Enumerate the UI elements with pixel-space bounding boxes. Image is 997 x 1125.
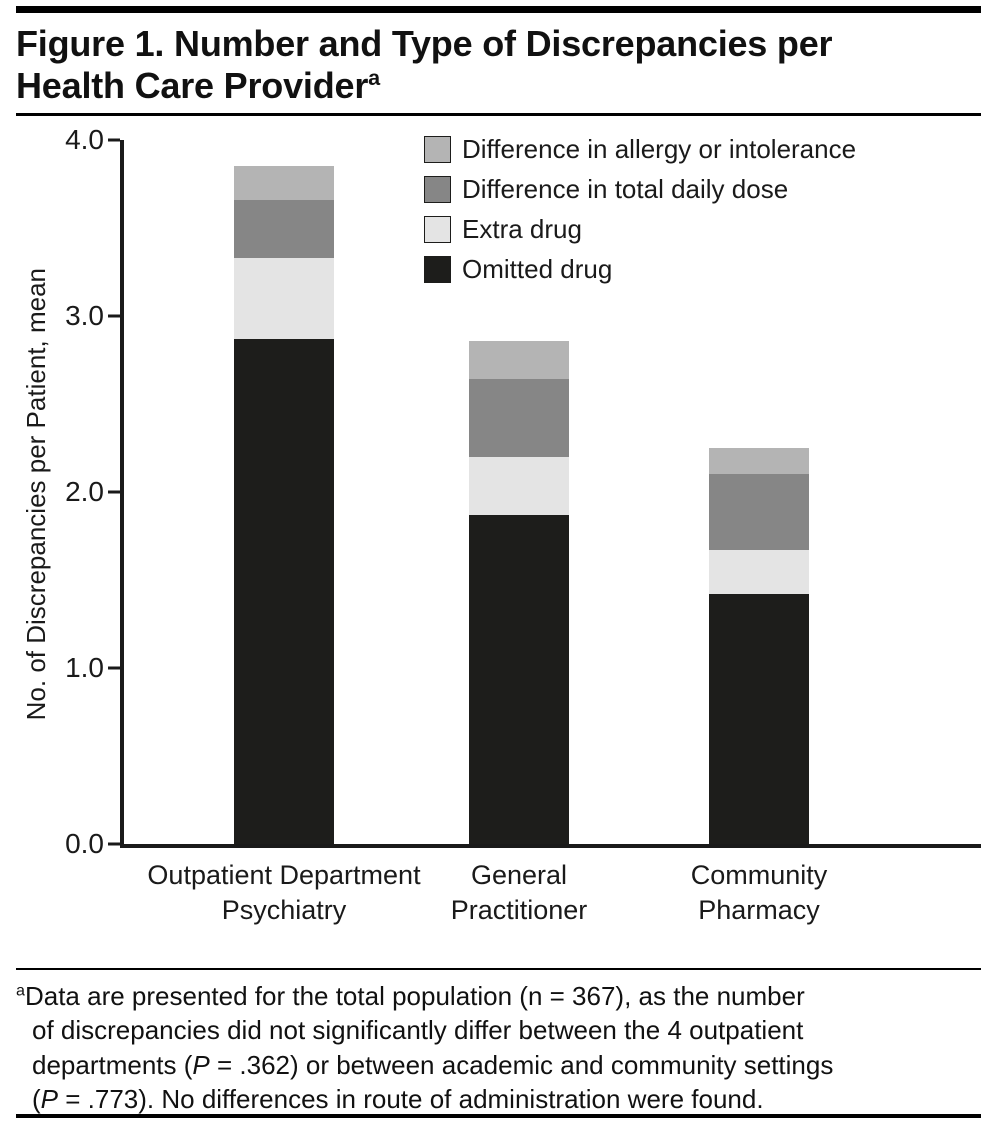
legend-label: Extra drug (462, 213, 582, 244)
footnote-superscript: a (16, 981, 25, 1000)
figure-title: Figure 1. Number and Type of Discrepanci… (16, 23, 981, 108)
bottom-rule (16, 1114, 981, 1118)
plot-area: Difference in allergy or intolerance Diff… (120, 134, 981, 848)
bar-segment (709, 594, 809, 844)
legend-item: Difference in allergy or intolerance (424, 134, 856, 165)
y-tick-label: 0.0 (65, 827, 104, 859)
top-rule (16, 6, 981, 13)
footnote: aData are presented for the total popula… (16, 979, 981, 1116)
bar-segment (469, 379, 569, 457)
chart: No. of Discrepancies per Patient, mean 0… (16, 124, 981, 859)
x-axis-label-line: Psychiatry (221, 895, 347, 926)
legend-item: Omitted drug (424, 254, 856, 285)
legend: Difference in allergy or intolerance Diff… (424, 134, 856, 294)
bar-segment (709, 447, 809, 475)
x-axis-label: Community Pharmacy (589, 858, 929, 928)
title-divider (16, 112, 981, 116)
legend-label: Difference in allergy or intolerance (462, 133, 857, 164)
legend-label: Difference in total daily dose (462, 173, 789, 204)
y-tick-mark (108, 842, 120, 846)
y-tick-mark (108, 666, 120, 670)
bar-3 (709, 447, 809, 844)
bar-segment (234, 257, 334, 339)
title-superscript: a (368, 65, 380, 91)
legend-swatch (424, 135, 451, 163)
y-tick-mark (108, 490, 120, 494)
legend-item: Extra drug (424, 214, 856, 245)
x-axis-label-line: Pharmacy (698, 895, 820, 926)
y-tick-mark (108, 138, 120, 142)
bar-segment (234, 166, 334, 200)
y-tick-label: 2.0 (65, 475, 104, 507)
bar-1 (234, 166, 334, 844)
bar-segment (469, 456, 569, 515)
y-axis-ticks: 0.0 1.0 2.0 3.0 4.0 (56, 124, 120, 859)
footnote-line: of discrepancies did not significantly d… (32, 1015, 804, 1046)
bar-segment (469, 514, 569, 844)
bar-segment (469, 340, 569, 380)
legend-swatch (424, 215, 451, 243)
footnote-line: departments (P = .362) or between academ… (32, 1049, 834, 1080)
legend-swatch (424, 255, 451, 283)
y-tick-mark (108, 314, 120, 318)
figure-title-line: Figure 1. Number and Type of Discrepanci… (16, 23, 833, 64)
legend-label: Omitted drug (462, 253, 613, 284)
y-tick-label: 3.0 (65, 299, 104, 331)
footnote-line: aData are presented for the total popula… (16, 980, 805, 1011)
y-axis-label-column: No. of Discrepancies per Patient, mean (16, 140, 56, 848)
x-axis-label-line: Practitioner (450, 895, 588, 926)
bar-segment (234, 338, 334, 844)
legend-item: Difference in total daily dose (424, 174, 856, 205)
legend-swatch (424, 175, 451, 203)
x-axis-label-line: Outpatient Department (147, 859, 421, 890)
y-tick-label: 4.0 (65, 123, 104, 155)
bar-2 (469, 340, 569, 844)
bar-segment (709, 474, 809, 551)
footnote-divider (16, 967, 981, 970)
y-tick-label: 1.0 (65, 651, 104, 683)
figure-title-line: Health Care Providera (16, 65, 380, 107)
footnote-line: (P = .773). No differences in route of a… (32, 1083, 764, 1114)
y-axis-label: No. of Discrepancies per Patient, mean (20, 267, 51, 721)
bar-segment (709, 550, 809, 595)
x-axis-label-line: General (470, 859, 568, 890)
x-axis-label: Outpatient Department Psychiatry (114, 858, 454, 928)
x-axis-label: General Practitioner (349, 858, 689, 928)
x-axis-labels: Outpatient Department Psychiatry General Pr… (124, 858, 981, 942)
bar-segment (234, 199, 334, 258)
x-axis-label-line: Community (690, 859, 828, 890)
